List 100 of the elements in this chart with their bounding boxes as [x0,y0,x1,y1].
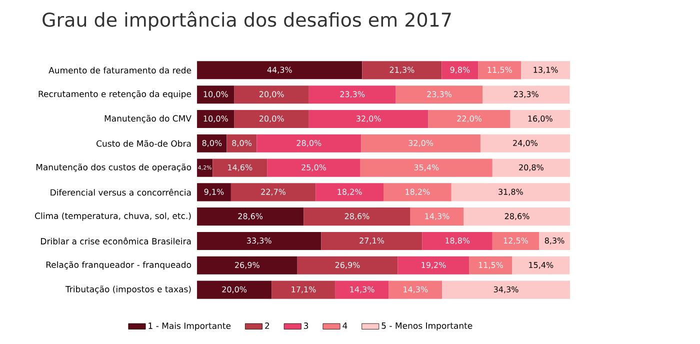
bar [422,232,492,250]
chart-title: Grau de importância dos desafios em 2017 [42,11,451,31]
bar [442,61,478,80]
bar [197,110,234,128]
bar [410,208,464,226]
bar [197,183,231,202]
y-tick-label: Custo de Mão-de Obra [96,140,191,147]
data-label: 14,3% [404,286,428,294]
data-label: 23,3% [427,91,452,98]
data-label: 8,3% [544,238,564,244]
bar [256,134,362,152]
data-label: 26,9% [335,262,360,269]
bar [464,208,570,226]
data-label: 28,6% [504,213,530,220]
data-label: 28,6% [238,213,263,220]
bar [308,110,428,128]
bar [304,208,410,226]
bar [451,183,570,202]
data-label: 23,3% [514,91,538,98]
bar [492,158,570,177]
bar [360,158,492,177]
bar [197,158,213,177]
data-label: 21,3% [390,66,414,74]
bar [267,158,360,177]
bar [510,110,570,128]
data-label: 10,0% [204,116,228,122]
y-tick-label: Tributação (impostos e taxas) [65,286,191,294]
bar [316,183,384,202]
data-label: 33,3% [247,238,272,244]
data-label: 35,4% [414,164,439,172]
data-label: 44,3% [267,66,292,74]
y-tick-label: Recrutamento e retenção da equipe [38,90,192,99]
data-label: 18,2% [406,188,430,196]
data-label: 14,3% [350,286,374,294]
y-tick-label: Driblar a crise econômica Brasileira [41,238,191,244]
bar [398,256,470,274]
bar [539,232,570,250]
data-label: 8,0% [232,140,252,147]
data-label: 20,0% [259,116,284,122]
data-label: 32,0% [408,140,434,147]
bar [512,256,570,274]
bar [482,86,570,104]
bar [197,208,304,226]
bar [396,86,483,104]
data-label: 10,0% [204,91,228,98]
data-label: 32,0% [356,116,381,122]
bar [478,61,522,80]
bar [469,256,512,274]
bar [362,61,442,80]
data-label: 23,3% [340,91,365,98]
data-label: 18,8% [446,238,470,244]
data-label: 25,0% [302,164,326,172]
legend-label: 5 - Menos Importante [382,322,472,331]
data-label: 28,6% [344,213,370,220]
data-label: 20,0% [222,286,247,294]
bar [197,232,322,250]
legend-label: 2 [265,322,270,329]
bar [521,61,570,80]
data-label: 26,9% [235,262,260,269]
bar [428,110,510,128]
bar [197,61,362,80]
bar [308,86,396,104]
bar [272,280,336,299]
legend-label: 3 [304,322,308,329]
data-label: 12,5% [504,238,528,244]
y-tick-label: Clima (temperatura, chuva, sol, etc.) [35,212,191,221]
data-label: 19,2% [422,262,446,269]
bar [361,134,480,152]
data-label: 17,1% [292,286,316,294]
legend-label: 4 [342,322,348,329]
bar [230,183,316,202]
data-label: 9,1% [204,188,224,196]
y-tick-label: Diferencial versus a concorrência [50,188,191,196]
bar [234,86,309,104]
y-tick-label: Relação franqueador - franqueado [46,261,192,270]
data-label: 15,4% [529,262,554,269]
y-tick-label: Manutenção do CMV [104,114,192,124]
bar [388,280,442,299]
data-label: 16,0% [528,116,552,122]
data-label: 11,5% [488,66,512,74]
data-label: 18,2% [338,188,362,196]
data-label: 9,8% [450,66,470,74]
bar [197,256,298,274]
data-label: 27,1% [360,238,384,244]
data-label: 11,5% [478,262,503,269]
y-tick-label: Aumento de faturamento da rede [48,66,192,74]
data-label: 14,3% [425,213,450,220]
legend-label: 1 - Mais Importante [148,322,231,331]
bar [226,134,257,152]
bar [335,280,389,299]
bar [197,86,234,104]
bar [297,256,398,274]
data-label: 28,0% [296,140,322,147]
bar [197,134,227,152]
bar [321,232,422,250]
bar [197,280,272,299]
data-label: 31,8% [498,188,523,196]
bar [234,110,309,128]
y-tick-label: Manutenção dos custos de operação [36,164,192,172]
data-label: 22,0% [457,116,482,122]
